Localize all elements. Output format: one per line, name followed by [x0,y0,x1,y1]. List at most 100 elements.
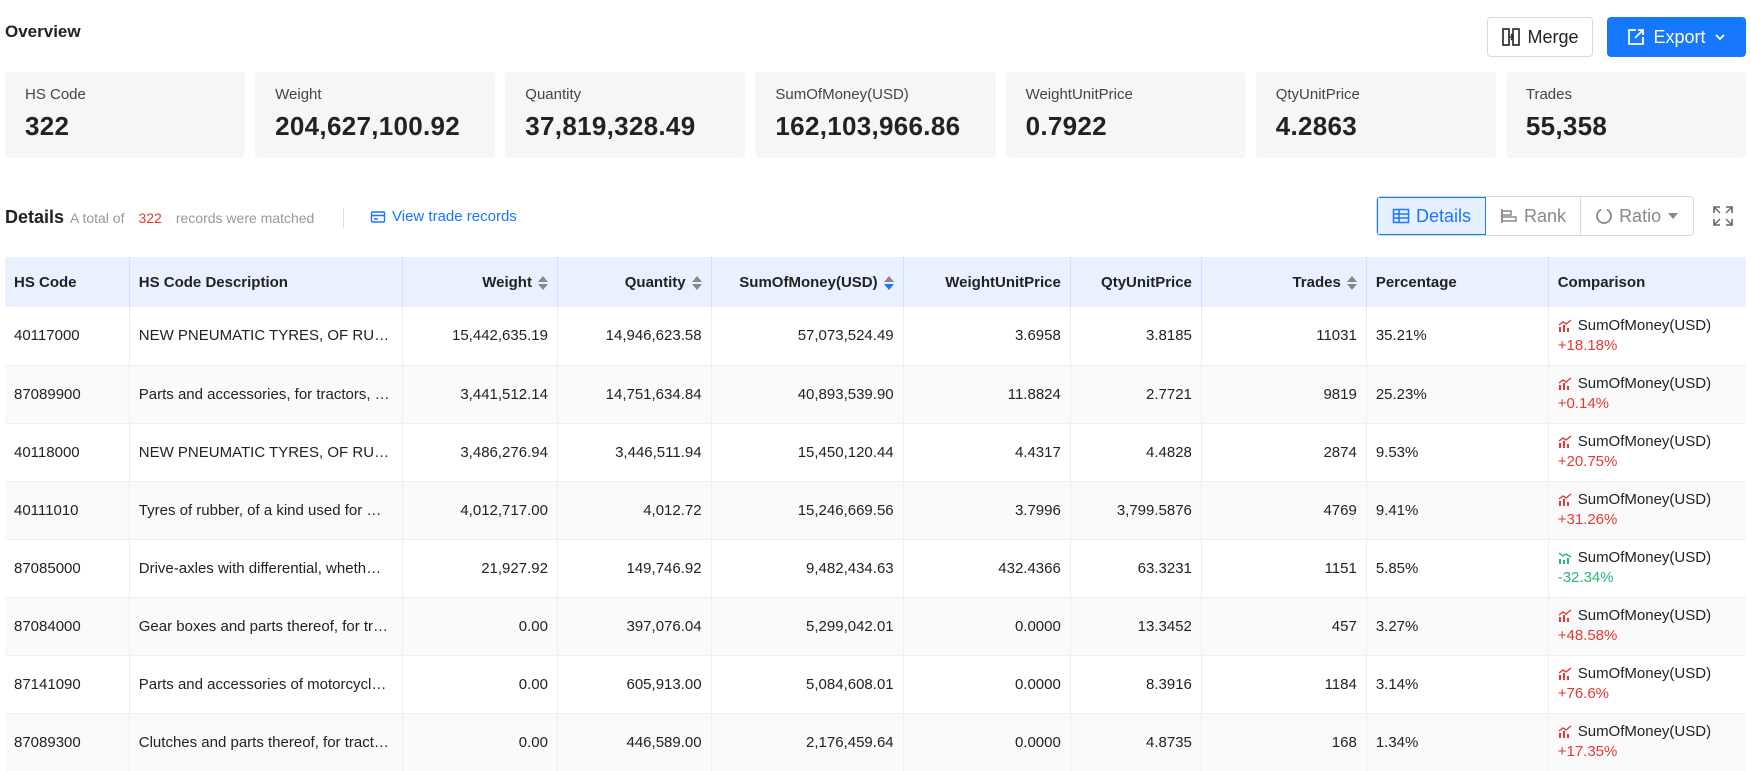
trend-up-icon [1558,609,1572,622]
view-trade-records-link[interactable]: View trade records [370,208,517,225]
cell-percentage: 25.23% [1366,365,1549,424]
comparison-label: SumOfMoney(USD) [1577,316,1712,334]
cell-trades: 11031 [1201,307,1367,366]
tab-details[interactable]: Details [1377,197,1487,235]
tab-rank[interactable]: Rank [1486,197,1582,235]
cell-qtyunitprice: 4.4828 [1070,423,1202,482]
cell-hs-desc: NEW PNEUMATIC TYRES, OF RUBB… [129,307,404,366]
export-label: Export [1653,26,1706,47]
records-info: A total of 322 records were matched [70,210,314,226]
trend-up-icon [1558,667,1572,680]
cell-comparison: SumOfMoney(USD) -32.34% [1548,539,1746,598]
trend-up-icon [1558,319,1572,332]
comparison-label: SumOfMoney(USD) [1577,490,1712,508]
export-button[interactable]: Export [1607,17,1746,57]
records-icon [370,210,386,223]
cell-weight: 21,927.92 [402,539,558,598]
cell-sumofmoney: 9,482,434.63 [711,539,904,598]
comparison-label: SumOfMoney(USD) [1577,722,1712,740]
table-row[interactable]: 40118000 NEW PNEUMATIC TYRES, OF RUBB… 3,4… [5,423,1746,482]
sort-icon[interactable] [883,275,894,290]
cell-trades: 4769 [1201,481,1367,540]
table-row[interactable]: 87085000 Drive-axles with differential, w… [5,539,1746,598]
caret-down-icon [1668,213,1679,219]
table-row[interactable]: 40117000 NEW PNEUMATIC TYRES, OF RUBB… 15,… [5,307,1746,366]
cell-weight: 3,441,512.14 [402,365,558,424]
cell-percentage: 5.85% [1366,539,1549,598]
sort-icon[interactable] [537,275,548,290]
merge-icon [1502,28,1521,46]
table-icon [1392,208,1410,224]
cell-comparison: SumOfMoney(USD) +17.35% [1548,713,1746,771]
summary-cards: HS Code 322 Weight 204,627,100.92 Quantity 37… [5,72,1746,158]
cell-quantity: 3,446,511.94 [557,423,712,482]
cell-percentage: 9.41% [1366,481,1549,540]
cell-hs-desc: Drive-axles with differential, wheth… [129,539,404,598]
cell-weight: 0.00 [402,655,558,714]
comparison-label: SumOfMoney(USD) [1577,548,1712,566]
col-percentage: Percentage [1366,257,1549,307]
summary-card: QtyUnitPrice 4.2863 [1255,72,1496,158]
cell-weight: 0.00 [402,597,558,656]
cell-weight: 15,442,635.19 [402,307,558,366]
table-row[interactable]: 87089900 Parts and accessories, for tract… [5,365,1746,424]
cell-weightunitprice: 11.8824 [903,365,1071,424]
details-table: HS Code HS Code Description Weight Quant… [5,257,1746,771]
summary-card-label: Weight [275,86,322,103]
cell-hs-desc: Clutches and parts thereof, for tract… [129,713,404,771]
col-weight[interactable]: Weight [402,257,558,307]
summary-card-label: HS Code [25,86,86,103]
fullscreen-icon[interactable] [1712,205,1734,227]
cell-weightunitprice: 432.4366 [903,539,1071,598]
comparison-label: SumOfMoney(USD) [1577,374,1712,392]
sort-icon[interactable] [691,275,702,290]
summary-card: Trades 55,358 [1505,72,1746,158]
cell-qtyunitprice: 63.3231 [1070,539,1202,598]
cell-sumofmoney: 15,246,669.56 [711,481,904,540]
details-title: Details [5,207,65,227]
cell-trades: 457 [1201,597,1367,656]
comparison-value: +18.18% [1557,336,1618,354]
col-quantity[interactable]: Quantity [557,257,712,307]
summary-card-label: SumOfMoney(USD) [775,86,909,103]
cell-weightunitprice: 0.0000 [903,713,1071,771]
sort-icon[interactable] [1346,275,1357,290]
summary-card: SumOfMoney(USD) 162,103,966.86 [755,72,996,158]
records-info-suffix: records were matched [175,210,315,226]
cell-comparison: SumOfMoney(USD) +0.14% [1548,365,1746,424]
col-sumofmoney[interactable]: SumOfMoney(USD) [711,257,904,307]
tab-ratio[interactable]: Ratio [1581,197,1693,235]
trend-up-icon [1558,377,1572,390]
comparison-label: SumOfMoney(USD) [1577,664,1712,682]
cell-hs-code: 40117000 [5,307,130,366]
summary-card: Weight 204,627,100.92 [255,72,496,158]
cell-qtyunitprice: 3,799.5876 [1070,481,1202,540]
cell-comparison: SumOfMoney(USD) +76.6% [1548,655,1746,714]
rank-icon [1501,209,1517,223]
cell-weightunitprice: 4.4317 [903,423,1071,482]
comparison-label: SumOfMoney(USD) [1577,432,1712,450]
page-title: Overview [5,22,81,41]
comparison-value: +76.6% [1557,685,1610,702]
col-hs-code: HS Code [5,257,130,307]
col-trades[interactable]: Trades [1201,257,1367,307]
view-mode-toggle: Details Rank Ratio [1376,196,1695,236]
col-comparison: Comparison [1548,257,1746,307]
summary-card: Quantity 37,819,328.49 [505,72,746,158]
merge-button[interactable]: Merge [1487,17,1593,57]
cell-comparison: SumOfMoney(USD) +31.26% [1548,481,1746,540]
cell-quantity: 14,946,623.58 [557,307,712,366]
comparison-value: -32.34% [1557,569,1614,586]
comparison-value: +48.58% [1557,627,1618,644]
cell-hs-code: 40111010 [5,481,130,540]
table-row[interactable]: 40111010 Tyres of rubber, of a kind used … [5,481,1746,540]
summary-card-value: 4.2863 [1275,111,1358,141]
cell-hs-desc: NEW PNEUMATIC TYRES, OF RUBB… [129,423,404,482]
cell-weightunitprice: 0.0000 [903,655,1071,714]
table-header-row: HS Code HS Code Description Weight Quant… [5,257,1746,307]
table-row[interactable]: 87141090 Parts and accessories of motorcy… [5,655,1746,714]
trend-up-icon [1558,493,1572,506]
cell-quantity: 397,076.04 [557,597,712,656]
table-row[interactable]: 87084000 Gear boxes and parts thereof, fo… [5,597,1746,656]
table-row[interactable]: 87089300 Clutches and parts thereof, for … [5,713,1746,771]
